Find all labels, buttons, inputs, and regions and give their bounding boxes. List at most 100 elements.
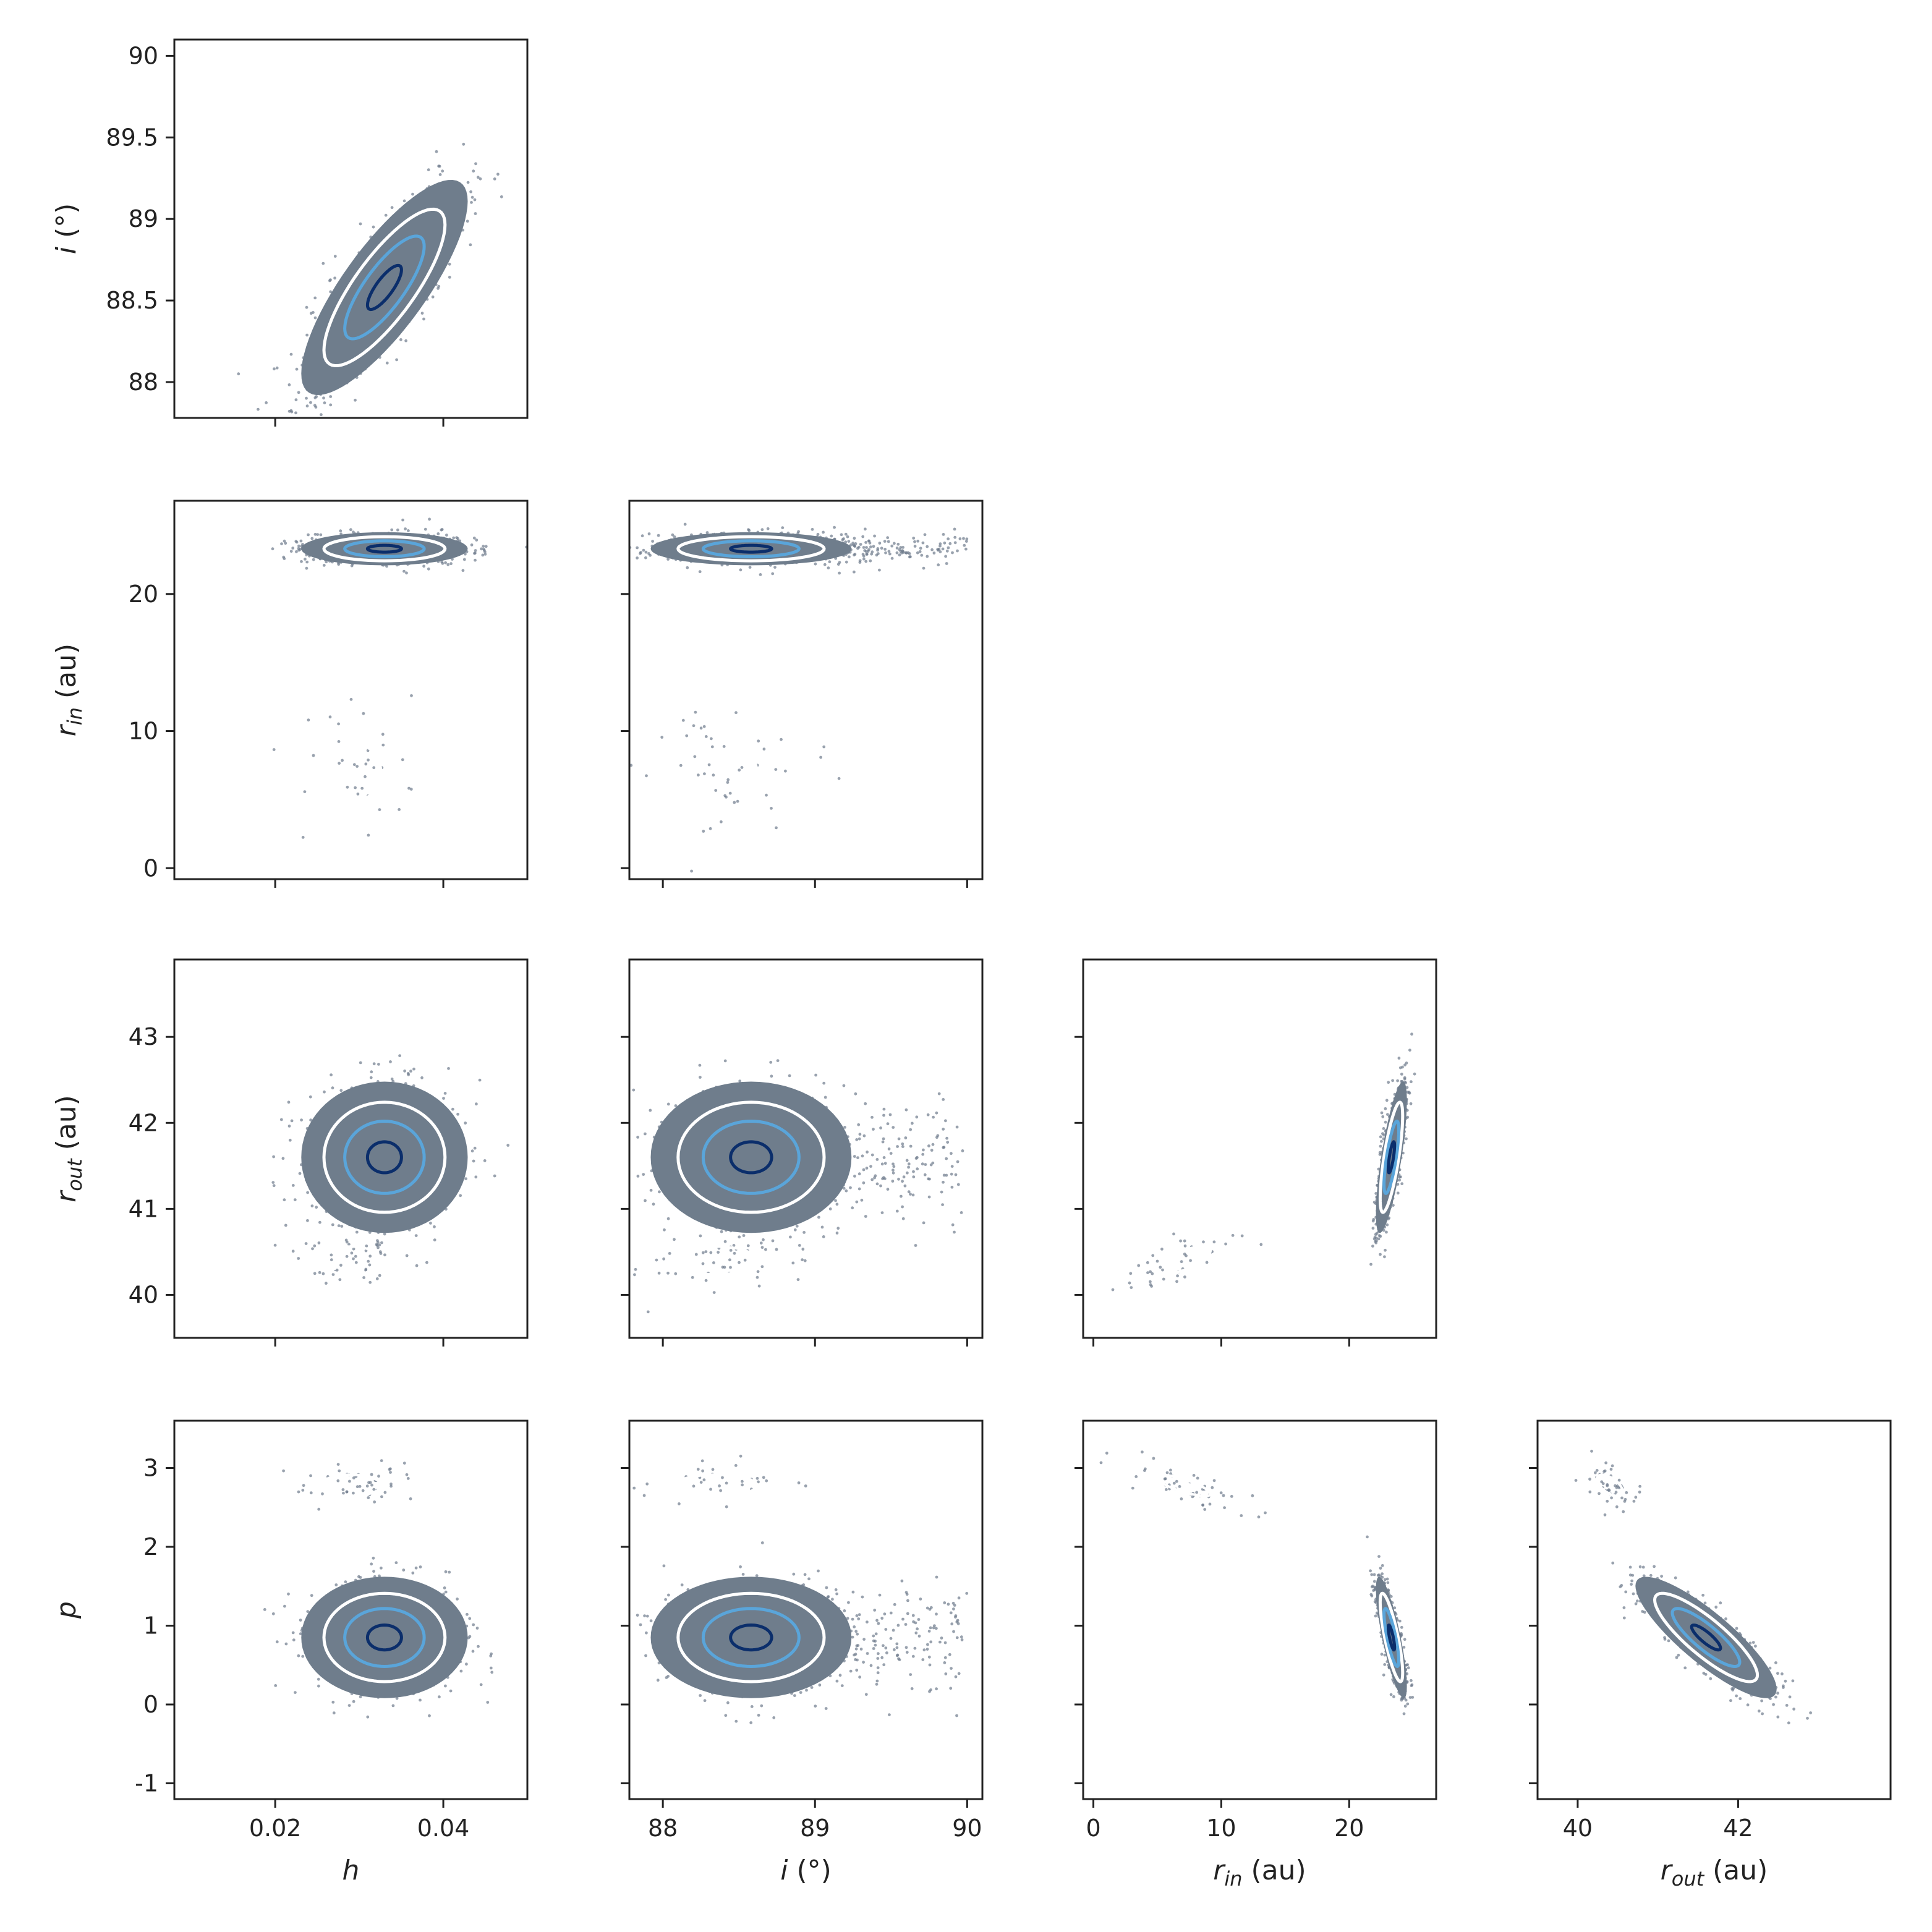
panel-rout-vs-i: [611, 958, 984, 1347]
sample-point: [385, 564, 388, 568]
sample-point: [398, 808, 401, 811]
sample-point: [698, 1063, 702, 1067]
sample-point: [403, 1069, 406, 1073]
sample-point: [474, 1175, 478, 1179]
sample-point: [1413, 1072, 1416, 1076]
sample-point: [784, 769, 787, 773]
sample-point: [801, 1258, 804, 1262]
sample-point: [484, 545, 488, 548]
sample-point: [313, 1272, 317, 1275]
sample-point: [441, 561, 445, 565]
sample-point: [915, 1115, 919, 1119]
sample-point: [960, 1211, 963, 1214]
sample-point: [899, 550, 903, 553]
sample-point: [857, 1172, 861, 1176]
sample-point: [964, 540, 968, 543]
sample-point: [869, 559, 872, 563]
sample-point: [694, 710, 697, 714]
sample-point: [781, 526, 785, 529]
sample-point: [913, 540, 916, 543]
sample-point: [916, 551, 919, 555]
sample-point: [875, 1158, 879, 1161]
sample-point: [890, 544, 894, 548]
sample-point: [428, 517, 431, 521]
sample-point: [1172, 1232, 1175, 1236]
sample-point: [390, 206, 394, 210]
sample-point: [950, 1185, 954, 1189]
sample-point: [897, 1137, 901, 1141]
contour-main: [322, 1100, 447, 1214]
sample-point: [918, 550, 922, 553]
sample-point: [907, 1162, 911, 1166]
sample-point: [882, 1156, 886, 1159]
sample-point: [287, 1125, 291, 1128]
sample-point: [299, 539, 303, 543]
sample-point: [310, 537, 314, 540]
sample-point: [710, 737, 713, 741]
sample-point: [914, 1157, 918, 1160]
sample-point: [901, 1217, 905, 1220]
sample-point: [331, 446, 334, 449]
sample-point: [301, 427, 304, 430]
sample-point: [901, 1145, 904, 1148]
sample-point: [446, 563, 450, 566]
sample-point: [455, 536, 458, 539]
sample-point: [919, 547, 922, 550]
sample-point: [1155, 1259, 1159, 1263]
sample-point: [862, 1181, 866, 1185]
sample-point: [410, 694, 413, 697]
sample-point: [874, 1174, 877, 1178]
sample-point: [926, 1113, 930, 1117]
sample-point: [865, 553, 869, 556]
sample-point: [883, 540, 887, 543]
sample-point: [380, 1241, 383, 1245]
sample-point: [372, 225, 375, 229]
sample-point: [937, 563, 940, 567]
sample-point: [938, 542, 942, 545]
sample-point: [289, 550, 293, 553]
sample-point: [945, 1157, 948, 1160]
sample-point: [856, 1156, 859, 1159]
sample-point: [892, 1168, 895, 1172]
sample-point: [429, 1222, 432, 1225]
sample-point: [888, 552, 892, 556]
sample-point: [878, 568, 881, 572]
sample-point: [740, 766, 744, 769]
sample-point: [470, 195, 474, 199]
contour-main: [650, 1081, 852, 1233]
sample-point: [646, 1310, 650, 1314]
sample-point: [853, 570, 856, 574]
sample-point: [720, 820, 723, 823]
sample-point: [480, 547, 483, 551]
sample-point: [385, 361, 389, 365]
y-tick-label: 0: [143, 854, 158, 882]
sample-point: [493, 1174, 496, 1178]
sample-point: [662, 1257, 665, 1261]
sample-point: [337, 722, 340, 726]
sample-point: [862, 1134, 866, 1138]
sample-point: [854, 1092, 857, 1096]
sample-point: [947, 546, 950, 550]
sample-point: [291, 547, 295, 550]
sample-point: [892, 1171, 895, 1175]
sample-point: [954, 1173, 958, 1177]
sample-point: [611, 1135, 615, 1138]
sample-point: [355, 765, 359, 768]
sample-point: [352, 1257, 355, 1261]
sample-point: [272, 748, 276, 751]
y-tick-label: 10: [129, 718, 158, 745]
sample-point: [303, 790, 307, 793]
contour-main: [365, 543, 403, 554]
sample-point: [907, 1190, 911, 1194]
sample-point: [279, 1118, 283, 1121]
sample-point: [788, 1074, 791, 1078]
sample-point: [857, 545, 861, 549]
sample-point: [402, 569, 406, 573]
sample-point: [685, 734, 689, 738]
sample-point: [887, 540, 890, 543]
sample-point: [723, 794, 727, 798]
sample-point: [325, 470, 328, 473]
sample-point: [843, 1126, 846, 1129]
sample-point: [926, 555, 929, 558]
sample-point: [712, 1291, 716, 1295]
